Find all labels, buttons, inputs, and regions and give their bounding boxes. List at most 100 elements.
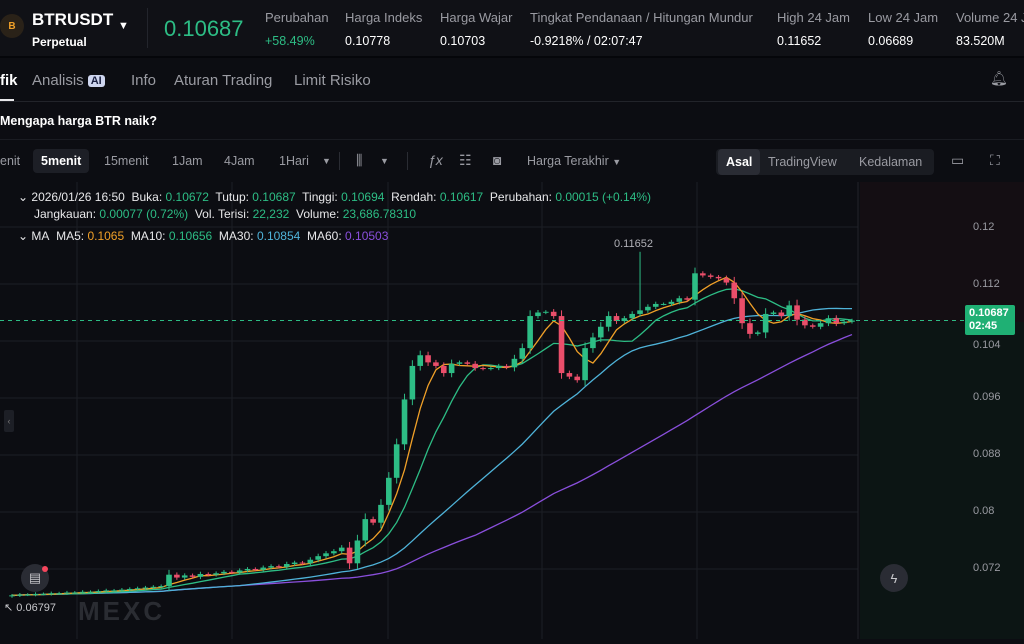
candle-body xyxy=(40,593,47,595)
candle-body xyxy=(260,567,267,570)
ma30-line xyxy=(11,307,853,597)
candle-body xyxy=(488,368,494,370)
y-tick: 0.104 xyxy=(973,339,1001,351)
candle-type-icon[interactable]: ⫼ xyxy=(356,152,363,168)
candle-body xyxy=(456,362,463,364)
layout-list-icon[interactable]: ☷ xyxy=(459,152,472,168)
candle-body xyxy=(417,355,424,366)
ma60-value: 0.10503 xyxy=(345,229,389,243)
view-depth[interactable]: Kedalaman xyxy=(859,155,923,169)
collapse-icon[interactable]: ⌄ xyxy=(18,190,29,204)
symbol-dropdown-icon[interactable]: ▼ xyxy=(118,20,129,32)
tab-risk-limit[interactable]: Limit Risiko xyxy=(294,72,371,89)
candle-body xyxy=(700,273,706,276)
candle-body xyxy=(24,594,31,596)
low-value: 0.10617 xyxy=(439,190,484,204)
candle-body xyxy=(817,323,824,327)
candle-body xyxy=(707,275,714,277)
price-type-select[interactable]: Harga Terakhir ▼ xyxy=(527,154,621,168)
tab-info[interactable]: Info xyxy=(131,72,157,89)
ma60-line xyxy=(11,333,853,597)
candle-body xyxy=(472,363,478,369)
candle-countdown: 02:45 xyxy=(969,320,998,332)
volume-value: 23,686.78310 xyxy=(342,207,417,221)
collapse-icon[interactable]: ⌄ xyxy=(18,229,29,243)
candle-body xyxy=(158,586,164,588)
current-price-label: 0.10687 02:45 xyxy=(965,305,1015,335)
tab-trading-rules[interactable]: Aturan Trading xyxy=(174,72,273,89)
timeframe-4h[interactable]: 4Jam xyxy=(224,154,255,168)
candle-body xyxy=(543,311,549,313)
candle-body xyxy=(17,594,23,596)
chart-view-switch: Asal TradingView Kedalaman xyxy=(716,149,934,175)
tab-chart[interactable]: fik xyxy=(0,72,18,89)
ma5-line xyxy=(11,276,853,597)
banner-text[interactable]: Mengapa harga BTR naik? xyxy=(0,114,157,128)
min-low-label: ↖ 0.06797 xyxy=(4,602,57,614)
timeframe-1h[interactable]: 1Jam xyxy=(172,154,203,168)
chart-canvas[interactable] xyxy=(0,182,1024,639)
timeframe-1m[interactable]: enit xyxy=(0,154,21,168)
candle-body xyxy=(676,298,683,302)
high-label: Tinggi: xyxy=(302,190,338,204)
more-timeframes-icon[interactable]: ▼ xyxy=(322,156,331,166)
notification-dot xyxy=(42,566,48,572)
candle-body xyxy=(32,593,39,595)
bell-icon[interactable]: 🔔︎ xyxy=(990,70,1008,86)
y-tick: 0.096 xyxy=(973,391,1001,403)
candle-body xyxy=(181,575,188,578)
candle-body xyxy=(433,362,439,366)
open-label: Buka: xyxy=(131,190,163,204)
collapse-left-icon[interactable]: ‹ xyxy=(4,410,14,432)
candle-body xyxy=(652,303,659,307)
candle-body xyxy=(762,313,769,333)
candle-body xyxy=(72,592,78,594)
news-banner[interactable]: Mengapa harga BTR naik? xyxy=(0,102,1024,140)
calendar-icon[interactable]: ▤ xyxy=(21,564,49,592)
candle-body xyxy=(331,551,337,554)
candle-body xyxy=(166,574,172,587)
chevron-down-icon: ▼ xyxy=(612,157,622,167)
tab-analysis[interactable]: Analisis AI xyxy=(32,72,105,89)
window-icon[interactable]: ▭ xyxy=(951,152,965,168)
ma30-label: MA30: xyxy=(218,229,254,243)
candle-body xyxy=(660,303,667,305)
candle-body xyxy=(440,365,447,374)
lightning-icon[interactable]: ϟ xyxy=(880,564,908,592)
high-value: 0.10694 xyxy=(341,190,385,204)
fullscreen-icon[interactable]: ⛶ xyxy=(990,152,1000,168)
candle-body xyxy=(283,564,290,567)
view-tradingview[interactable]: TradingView xyxy=(768,155,837,169)
camera-icon[interactable]: ◙ xyxy=(493,152,502,168)
candle-body xyxy=(754,332,761,334)
candle-body xyxy=(833,318,840,324)
max-high-label: 0.11652 xyxy=(614,238,653,250)
candle-body xyxy=(299,562,306,564)
timeframe-15m[interactable]: 15menit xyxy=(104,154,149,168)
candlestick-chart[interactable] xyxy=(0,182,1024,639)
candle-body xyxy=(511,358,518,368)
indicator-fx-icon[interactable]: ƒx xyxy=(428,152,443,168)
candle-body xyxy=(684,298,690,300)
candle-body xyxy=(825,318,832,324)
candle-body xyxy=(645,306,651,311)
candle-body xyxy=(841,321,847,324)
close-value: 0.10687 xyxy=(252,190,296,204)
axis-bg-lower xyxy=(860,322,1024,639)
candle-body xyxy=(495,365,502,369)
y-tick: 0.112 xyxy=(973,278,1000,290)
symbol-name[interactable]: BTRUSDT xyxy=(32,10,114,29)
open-value: 0.10672 xyxy=(165,190,209,204)
timeframe-5m[interactable]: 5menit xyxy=(33,149,90,173)
candle-type-dropdown-icon[interactable]: ▼ xyxy=(380,156,389,166)
view-original[interactable]: Asal xyxy=(718,149,761,175)
close-label: Tutup: xyxy=(215,190,249,204)
stat-funding-rate: Tingkat Pendanaan / Hitungan Mundur -0.92… xyxy=(530,10,753,48)
candle-body xyxy=(87,591,94,593)
y-tick: 0.072 xyxy=(973,562,1001,574)
timeframe-1d[interactable]: 1Hari xyxy=(279,154,309,168)
candle-body xyxy=(566,373,573,377)
candle-body xyxy=(111,590,117,592)
candle-body xyxy=(338,547,345,552)
coin-logo-icon: B xyxy=(0,14,24,38)
